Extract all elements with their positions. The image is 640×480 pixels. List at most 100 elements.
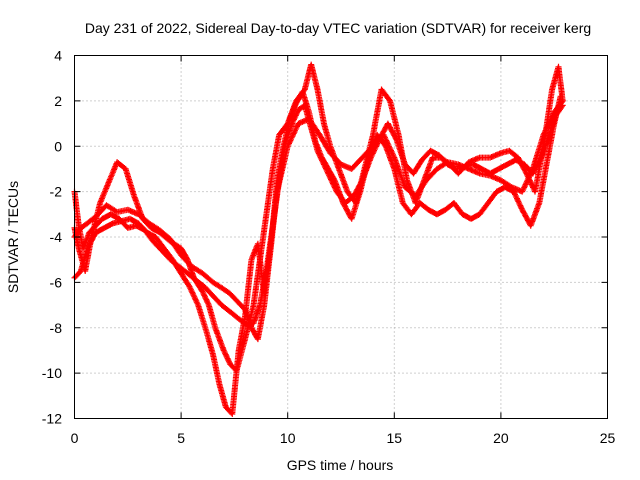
data-point [468,161,470,163]
data-point [429,150,432,152]
data-point [178,265,180,268]
series-track-3 [71,88,564,417]
data-point [393,168,395,170]
data-point [186,272,189,274]
data-point [229,293,231,295]
data-point [464,166,466,168]
data-point [203,286,206,288]
data-point [86,247,88,249]
data-point [532,172,534,175]
data-point [206,331,208,333]
data-point [137,222,140,224]
data-point [78,247,80,249]
data-point [78,225,80,227]
data-point [95,225,97,227]
data-point [252,322,255,324]
data-point [444,209,447,211]
data-point [500,179,502,181]
data-point [244,315,246,318]
data-point [447,163,449,165]
data-point [489,156,491,159]
data-point [372,134,374,136]
data-point [272,168,274,170]
data-point [201,272,204,274]
data-point [478,156,481,159]
data-point [229,311,231,313]
data-point [380,88,383,91]
data-point [82,247,84,249]
data-point [351,218,353,220]
data-point [351,168,353,170]
data-point [436,213,438,215]
data-point [229,363,231,365]
data-point [419,202,421,204]
data-point [289,118,291,120]
data-point [284,141,287,143]
data-point [263,304,265,306]
data-point [212,354,214,356]
data-point [508,150,511,152]
data-point [329,145,331,147]
data-point [538,202,540,204]
data-point [487,202,489,204]
data-point [118,218,120,220]
data-point [265,270,267,272]
data-point [316,88,319,91]
data-point [412,172,415,175]
y-tick-label: -4 [50,229,63,245]
data-point [116,161,118,163]
data-point [521,209,523,211]
data-point [218,383,221,386]
data-point [517,156,519,159]
data-point [159,231,161,234]
data-point [534,191,536,193]
y-axis-title: SDTVAR / TECUs [5,181,21,293]
y-tick-label: -10 [42,365,62,381]
data-point [135,225,137,227]
data-point [127,209,129,211]
data-point [421,159,423,161]
data-point [95,231,97,234]
data-point [310,63,312,66]
data-point [359,191,361,193]
data-point [214,327,216,329]
data-point [478,172,481,175]
data-point [80,270,82,272]
data-point [116,211,118,213]
data-point [180,254,182,256]
data-point [84,270,86,272]
data-point [346,191,348,193]
x-axis-title: GPS time / hours [287,457,394,473]
data-point [323,163,325,165]
x-tick-label: 10 [280,430,296,446]
data-point [110,213,112,215]
data-point [161,250,163,252]
axes: 0 5 10 15 20 25 -12 -10 -8 -6 -4 -2 0 2 4 [42,48,616,447]
data-point [231,413,233,415]
data-point [152,240,154,243]
data-point [478,213,481,215]
data-point [472,163,474,165]
data-point [99,202,101,204]
y-tick-label: -12 [42,411,62,427]
series-markers [71,88,564,417]
data-point [133,195,135,197]
data-point [547,156,549,159]
data-point [329,177,331,179]
y-tick-label: 4 [54,48,62,64]
data-point [197,304,199,306]
data-point [402,202,404,204]
data-point [310,127,312,129]
data-point [323,122,325,125]
data-point [353,195,355,197]
data-point [208,304,210,306]
series-layer [71,61,566,417]
data-point [389,100,391,102]
data-point [201,290,204,293]
data-point [404,163,406,165]
data-point [521,191,523,193]
data-point [340,163,342,165]
data-point [496,191,498,193]
x-tick-label: 25 [600,430,616,446]
